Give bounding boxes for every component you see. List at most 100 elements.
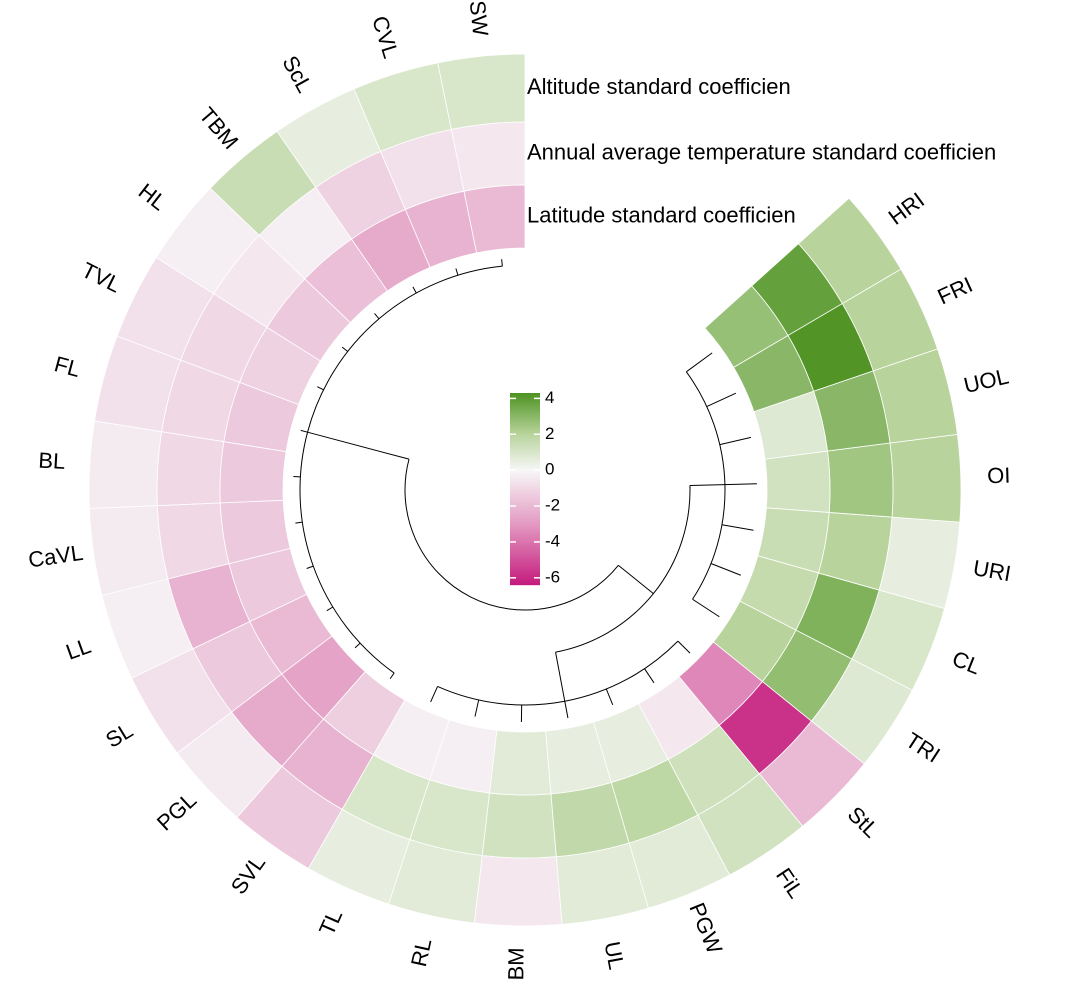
- colorbar-segment: [510, 581, 540, 583]
- dendrogram-branch: [475, 700, 479, 717]
- dendrogram-branch: [327, 607, 333, 611]
- colorbar-segment: [510, 411, 540, 413]
- dendrogram-branch: [725, 484, 757, 485]
- colorbar-tick-label: -2: [545, 496, 560, 515]
- dendrogram-branch: [355, 643, 360, 648]
- colorbar-segment: [510, 527, 540, 529]
- heatmap-cell: [220, 442, 286, 503]
- category-label: SW: [465, 0, 493, 37]
- colorbar-segment: [510, 563, 540, 565]
- dendrogram-branch: [342, 347, 348, 351]
- dendrogram-branch: [606, 689, 612, 705]
- colorbar-segment: [510, 565, 540, 567]
- dendrogram-branch: [456, 269, 458, 276]
- colorbar-segment: [510, 479, 540, 481]
- colorbar-segment: [510, 407, 540, 409]
- colorbar-segment: [510, 571, 540, 573]
- colorbar-segment: [510, 423, 540, 425]
- colorbar-segment: [510, 523, 540, 525]
- category-label: CaVL: [27, 540, 85, 573]
- heatmap-cell: [451, 122, 525, 191]
- colorbar-segment: [510, 395, 540, 397]
- heatmap-cell: [482, 793, 556, 858]
- colorbar-segment: [510, 457, 540, 459]
- colorbar-segment: [510, 517, 540, 519]
- colorbar-segment: [510, 443, 540, 445]
- colorbar-segment: [510, 403, 540, 405]
- colorbar-segment: [510, 515, 540, 517]
- category-label: BL: [38, 447, 66, 474]
- colorbar-segment: [510, 485, 540, 487]
- heatmap-cell: [828, 443, 893, 517]
- colorbar-segment: [510, 511, 540, 513]
- colorbar-segment: [510, 431, 540, 433]
- colorbar-segment: [510, 537, 540, 539]
- colorbar-segment: [510, 449, 540, 451]
- category-label: UL: [600, 939, 630, 971]
- category-label: HRI: [884, 187, 929, 230]
- category-label: CVL: [367, 13, 404, 61]
- dendrogram-branch: [413, 287, 416, 293]
- colorbar-segment: [510, 481, 540, 483]
- heatmap-cell: [89, 421, 162, 509]
- category-label: RL: [406, 936, 436, 969]
- category-label: FRI: [934, 272, 977, 310]
- colorbar-segment: [510, 519, 540, 521]
- colorbar-segment: [510, 583, 540, 585]
- colorbar-tick-label: 2: [545, 424, 554, 443]
- colorbar-segment: [510, 521, 540, 523]
- colorbar-segment: [510, 465, 540, 467]
- colorbar-segment: [510, 501, 540, 503]
- colorbar-segment: [510, 535, 540, 537]
- category-label: HL: [134, 178, 172, 215]
- dendrogram-branch: [502, 259, 503, 266]
- colorbar-segment: [510, 551, 540, 553]
- dendrogram-branch: [711, 563, 741, 575]
- colorbar-segment: [510, 393, 540, 395]
- colorbar-segment: [510, 543, 540, 545]
- colorbar-segment: [510, 483, 540, 485]
- heatmap-cell: [890, 434, 961, 522]
- colorbar-segment: [510, 513, 540, 515]
- dendrogram-branch: [565, 701, 568, 718]
- colorbar-segment: [510, 545, 540, 547]
- colorbar-segment: [510, 405, 540, 407]
- colorbar-tick-label: 0: [545, 460, 554, 479]
- category-label: FiL: [771, 863, 809, 902]
- colorbar-segment: [510, 435, 540, 437]
- category-label: PGL: [152, 787, 201, 835]
- dendrogram-branch: [390, 673, 394, 679]
- dendrogram-branch: [645, 669, 654, 683]
- ring-label: Annual average temperature standard coef…: [527, 139, 996, 164]
- colorbar-segment: [510, 567, 540, 569]
- colorbar-segment: [510, 399, 540, 401]
- colorbar-segment: [510, 561, 540, 563]
- colorbar-segment: [510, 573, 540, 575]
- category-label: UOL: [961, 364, 1011, 399]
- dendrogram-branch: [707, 393, 736, 406]
- colorbar-segment: [510, 417, 540, 419]
- colorbar-segment: [510, 447, 540, 449]
- dendrogram-branch: [678, 641, 690, 653]
- dendrogram-branch: [722, 525, 754, 531]
- colorbar-segment: [510, 557, 540, 559]
- colorbar-segment: [510, 439, 540, 441]
- colorbar-segment: [510, 507, 540, 509]
- category-label: StL: [843, 802, 884, 843]
- category-label: TL: [314, 906, 347, 940]
- category-label: CL: [949, 646, 984, 680]
- colorbar-tick-label: 4: [545, 388, 554, 407]
- colorbar-segment: [510, 531, 540, 533]
- dendrogram-branch: [693, 599, 720, 616]
- colorbar-segment: [510, 559, 540, 561]
- colorbar-segment: [510, 547, 540, 549]
- category-label: PGW: [684, 899, 727, 957]
- dendrogram-branch: [295, 522, 302, 523]
- colorbar-segment: [510, 421, 540, 423]
- dendrogram-branch: [374, 313, 379, 318]
- colorbar-tick-label: -6: [545, 567, 560, 586]
- colorbar-segment: [510, 569, 540, 571]
- colorbar-segment: [510, 425, 540, 427]
- colorbar-segment: [510, 413, 540, 415]
